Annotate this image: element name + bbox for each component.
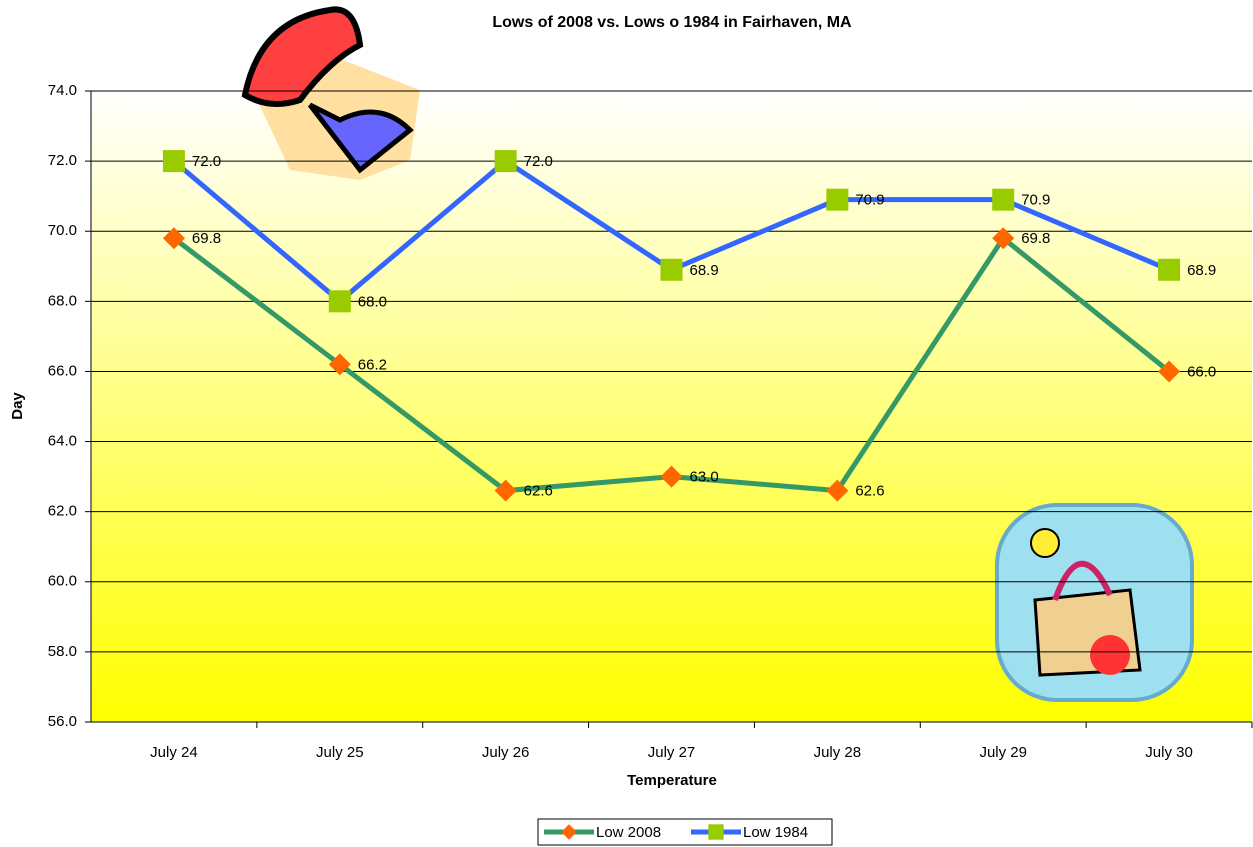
x-tick-label: July 29 — [979, 744, 1027, 761]
y-tick-label: 62.0 — [48, 503, 77, 520]
x-tick-label: July 30 — [1145, 744, 1193, 761]
data-label: 72.0 — [192, 153, 221, 170]
data-label: 69.8 — [192, 230, 221, 247]
legend-label: Low 1984 — [743, 824, 808, 841]
data-point — [163, 150, 185, 172]
data-label: 68.9 — [1187, 262, 1216, 279]
y-tick-label: 66.0 — [48, 362, 77, 379]
data-label: 70.9 — [1021, 192, 1050, 209]
x-tick-label: July 24 — [150, 744, 198, 761]
data-label: 63.0 — [690, 469, 719, 486]
data-point — [826, 189, 848, 211]
clipart-beach-bag — [997, 505, 1192, 700]
legend: Low 2008 Low 1984 — [538, 819, 832, 845]
data-label: 72.0 — [524, 153, 553, 170]
y-tick-label: 56.0 — [48, 713, 77, 730]
x-tick-label: July 25 — [316, 744, 364, 761]
y-tick-label: 74.0 — [48, 82, 77, 99]
data-label: 68.9 — [690, 262, 719, 279]
x-tick-label: July 26 — [482, 744, 530, 761]
y-tick-label: 64.0 — [48, 433, 77, 450]
data-label: 66.2 — [358, 356, 387, 373]
y-tick-label: 68.0 — [48, 292, 77, 309]
data-label: 69.8 — [1021, 230, 1050, 247]
y-axis-label: Day — [9, 392, 26, 420]
data-label: 66.0 — [1187, 363, 1216, 380]
data-point — [1158, 259, 1180, 281]
chart-title: Lows of 2008 vs. Lows o 1984 in Fairhave… — [492, 14, 852, 31]
x-axis-label: Temperature — [627, 772, 717, 789]
y-tick-label: 70.0 — [48, 222, 77, 239]
y-tick-label: 58.0 — [48, 643, 77, 660]
legend-marker — [708, 824, 723, 839]
chart: Lows of 2008 vs. Lows o 1984 in Fairhave… — [0, 0, 1253, 847]
data-point — [329, 290, 351, 312]
data-label: 70.9 — [855, 192, 884, 209]
y-tick-label: 60.0 — [48, 573, 77, 590]
x-tick-label: July 27 — [648, 744, 696, 761]
data-point — [495, 150, 517, 172]
legend-label: Low 2008 — [596, 824, 661, 841]
data-label: 62.6 — [524, 483, 553, 500]
data-label: 62.6 — [855, 483, 884, 500]
x-tick-label: July 28 — [814, 744, 862, 761]
data-point — [992, 189, 1014, 211]
data-point — [661, 259, 683, 281]
y-tick-label: 72.0 — [48, 152, 77, 169]
data-label: 68.0 — [358, 293, 387, 310]
